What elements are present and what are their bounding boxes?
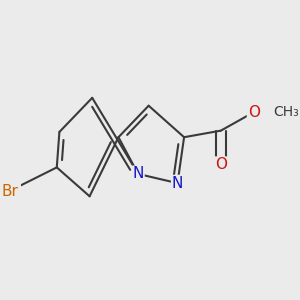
Text: N: N: [133, 167, 144, 182]
Text: Br: Br: [1, 184, 18, 199]
Text: O: O: [215, 157, 227, 172]
Text: O: O: [248, 105, 260, 120]
Text: CH₃: CH₃: [274, 105, 299, 119]
Text: N: N: [172, 176, 183, 190]
